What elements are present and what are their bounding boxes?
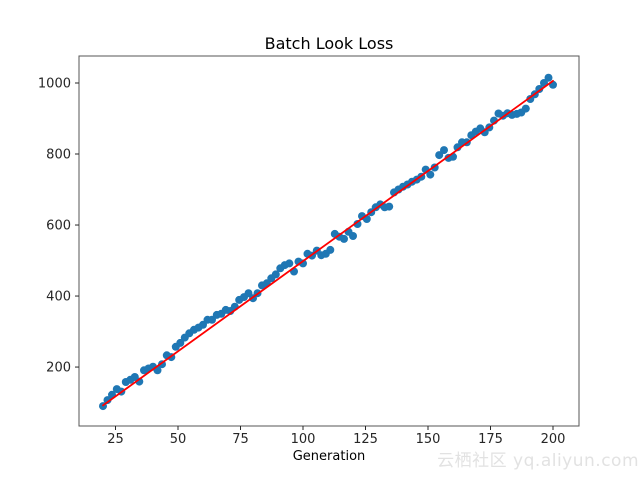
svg-text:200: 200 xyxy=(541,432,566,447)
axes-spines xyxy=(78,55,580,427)
scatter-points xyxy=(99,73,557,411)
svg-text:175: 175 xyxy=(478,432,503,447)
svg-text:200: 200 xyxy=(46,361,71,376)
watermark: 云栖社区 yq.aliyun.com xyxy=(437,451,639,471)
fit-line xyxy=(102,79,554,407)
svg-text:100: 100 xyxy=(291,432,316,447)
svg-text:50: 50 xyxy=(170,432,187,447)
x-axis-label: Generation xyxy=(292,449,366,464)
svg-text:1000: 1000 xyxy=(38,76,71,91)
y-axis-ticks: 200 400 600 800 1000 xyxy=(38,76,79,376)
svg-text:75: 75 xyxy=(232,432,249,447)
svg-text:400: 400 xyxy=(46,290,71,305)
chart-title: Batch Look Loss xyxy=(264,34,394,53)
svg-text:125: 125 xyxy=(353,432,378,447)
svg-text:800: 800 xyxy=(46,148,71,163)
svg-text:600: 600 xyxy=(46,219,71,234)
svg-text:25: 25 xyxy=(107,432,124,447)
svg-text:150: 150 xyxy=(416,432,441,447)
x-axis-ticks: 25 50 75 100 125 150 175 200 xyxy=(107,426,565,447)
